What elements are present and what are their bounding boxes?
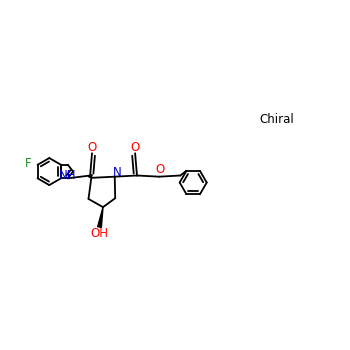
Text: F: F <box>25 156 31 169</box>
Text: N: N <box>113 166 122 179</box>
Polygon shape <box>98 207 103 228</box>
Text: O: O <box>131 141 140 154</box>
Text: O: O <box>155 163 164 176</box>
Polygon shape <box>88 175 92 178</box>
Text: Chiral: Chiral <box>259 113 294 126</box>
Text: O: O <box>88 141 97 154</box>
Text: OH: OH <box>91 227 108 240</box>
Text: NH: NH <box>58 169 76 182</box>
